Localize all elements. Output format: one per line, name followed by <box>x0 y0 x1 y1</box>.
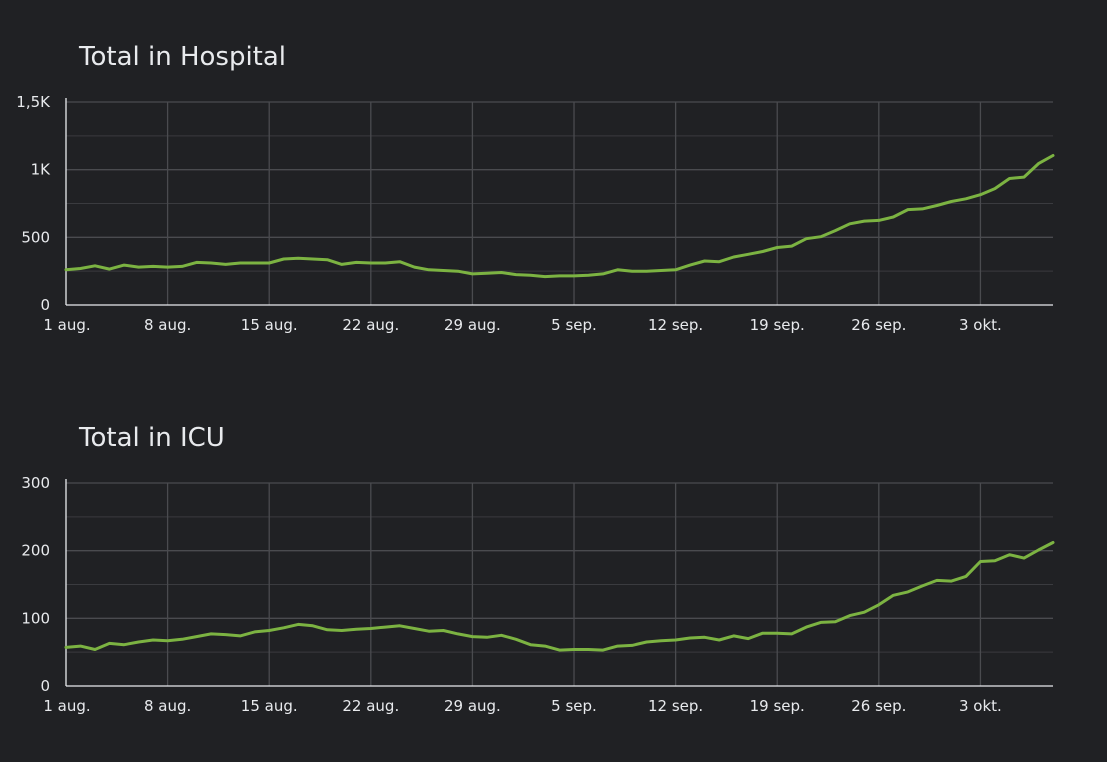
x-tick-label: 8 aug. <box>144 316 191 334</box>
chart-title: Total in ICU <box>79 423 225 453</box>
chart-title: Total in Hospital <box>79 42 287 72</box>
x-tick-label: 29 aug. <box>444 697 501 715</box>
x-tick-label: 22 aug. <box>342 697 399 715</box>
x-tick-label: 5 sep. <box>551 316 597 334</box>
x-tick-label: 12 sep. <box>648 316 703 334</box>
x-tick-label: 1 aug. <box>43 316 90 334</box>
x-tick-label: 8 aug. <box>144 697 191 715</box>
x-tick-label: 3 okt. <box>959 316 1002 334</box>
series-line <box>64 154 1055 279</box>
y-tick-label: 1K <box>31 161 52 179</box>
y-tick-label: 1,5K <box>16 93 51 111</box>
x-tick-label: 15 aug. <box>241 316 298 334</box>
x-tick-label: 1 aug. <box>43 697 90 715</box>
x-tick-label: 3 okt. <box>959 697 1002 715</box>
x-tick-label: 22 aug. <box>342 316 399 334</box>
y-tick-label: 200 <box>21 542 50 560</box>
hospital-chart-panel: Total in Hospital 0 500 1K 1,5K 1 aug. 8 aug.… <box>16 42 1055 334</box>
y-tick-label: 500 <box>21 228 50 246</box>
x-tick-label: 26 sep. <box>851 697 906 715</box>
icu-line-chart: 0 100 200 300 1 aug. 8 aug. 15 aug. 22 aug. 29 a… <box>21 474 1055 715</box>
icu-chart-panel: Total in ICU 0 100 200 300 1 aug. 8 aug. 15 au… <box>0 381 1107 762</box>
y-tick-label: 0 <box>40 296 50 314</box>
y-tick-label: 100 <box>21 609 50 627</box>
x-tick-label: 15 aug. <box>241 697 298 715</box>
y-tick-label: 0 <box>40 677 50 695</box>
x-tick-label: 5 sep. <box>551 697 597 715</box>
series-line <box>64 541 1055 652</box>
x-tick-label: 26 sep. <box>851 316 906 334</box>
x-tick-label: 12 sep. <box>648 697 703 715</box>
hospital-line-chart: 0 500 1K 1,5K 1 aug. 8 aug. 15 aug. 22 aug. 29 a… <box>16 93 1055 334</box>
x-tick-label: 29 aug. <box>444 316 501 334</box>
y-tick-label: 300 <box>21 474 50 492</box>
x-tick-label: 19 sep. <box>750 697 805 715</box>
x-tick-label: 19 sep. <box>750 316 805 334</box>
